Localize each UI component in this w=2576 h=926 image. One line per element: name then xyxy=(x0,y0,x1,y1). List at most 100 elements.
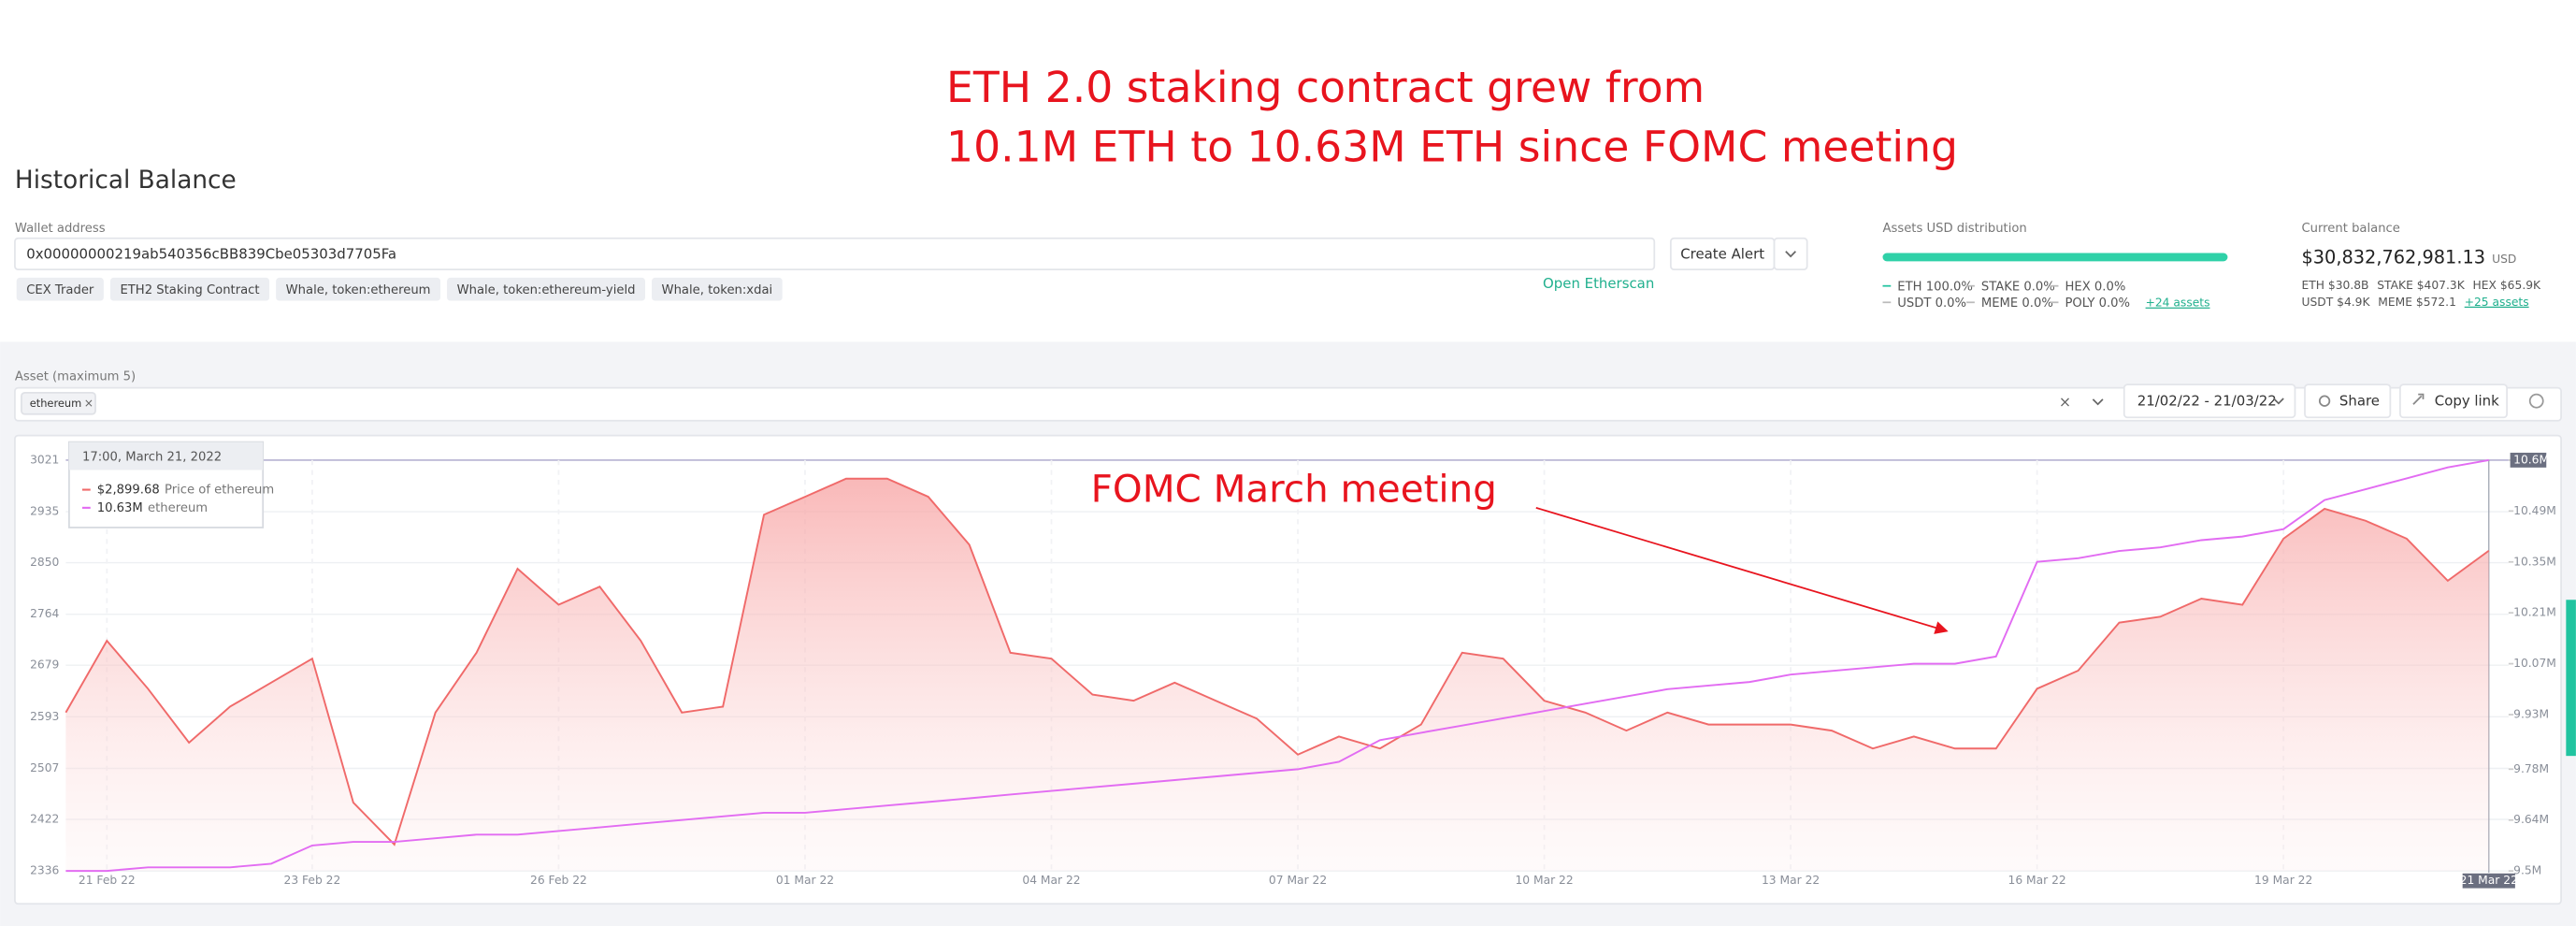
alert-dropdown[interactable] xyxy=(1773,237,1808,271)
share-icon xyxy=(2318,395,2331,407)
tag xyxy=(447,277,645,301)
share-button[interactable] xyxy=(2304,383,2392,419)
tooltip-header xyxy=(68,441,264,470)
balance-currency: USD xyxy=(2492,253,2516,266)
balance-item: USDT $4.9K xyxy=(2301,296,2370,309)
series-line xyxy=(65,477,2490,846)
y2-tick-label: 10.21M xyxy=(2513,606,2556,619)
distribution-item: POLY 0.0% xyxy=(2065,297,2131,311)
y-tick-label: 2764 xyxy=(30,607,59,620)
tooltip-value: 10.63M xyxy=(97,501,143,515)
y2-tick-label: 9.93M xyxy=(2513,708,2549,721)
share-text: Share xyxy=(2339,393,2380,410)
tag xyxy=(109,277,270,301)
tag xyxy=(16,277,104,301)
annotation-line: ETH 2.0 staking contract grew from xyxy=(946,63,1705,112)
balance-label: Current balance xyxy=(2301,222,2399,236)
x-tick-label: 10 Mar 22 xyxy=(1515,874,1573,887)
tag-text: Whale, token:xdai xyxy=(662,283,773,297)
x-badge xyxy=(2462,873,2515,889)
distribution-item: USDT 0.0% xyxy=(1897,297,1966,311)
x-tick-label: 26 Feb 22 xyxy=(530,874,587,887)
page-title: Historical Balance xyxy=(15,166,237,195)
x-tick-label: 19 Mar 22 xyxy=(2254,874,2312,887)
tag-text: Whale, token:ethereum xyxy=(286,283,431,297)
balance-item: HEX $65.9K xyxy=(2473,279,2541,292)
side-tab[interactable] xyxy=(2566,600,2576,757)
x-tick-label: 16 Mar 22 xyxy=(2008,874,2066,887)
distribution-item: HEX 0.0% xyxy=(2065,281,2126,295)
x-tick-label: 21 Mar 22 xyxy=(2460,874,2518,887)
y2-tick-label: 10.49M xyxy=(2513,504,2556,517)
y-tick-label: 2850 xyxy=(30,556,59,569)
x-tick-label: 01 Mar 22 xyxy=(776,874,834,887)
asset-chip[interactable] xyxy=(21,392,96,415)
asset-selector[interactable] xyxy=(14,386,2562,422)
balance-item: MEME $572.1 xyxy=(2378,296,2456,309)
tag-text: Whale, token:ethereum-yield xyxy=(457,283,636,297)
wallet-address: 0x00000000219ab540356cBB839Cbe05303d7705… xyxy=(26,245,396,262)
balance-value: $30,832,762,981.13 xyxy=(2301,246,2485,268)
link-icon xyxy=(2412,393,2425,405)
price-area xyxy=(65,478,2489,872)
balance-items: ETH $30.8B STAKE $407.3K HEX $65.9K USDT $4… xyxy=(2301,279,2541,309)
chip-close[interactable]: × xyxy=(84,397,94,410)
more-assets: +25 assets xyxy=(2465,296,2529,309)
more-assets: +24 assets xyxy=(2146,297,2210,310)
asset-label: Asset (maximum 5) xyxy=(15,369,136,383)
distribution-label: Assets USD distribution xyxy=(1882,222,2026,236)
value-badge xyxy=(2510,453,2547,468)
chart: 2336 2422 2507 2593 2679 2764 2850 2935 3021 9.5M… xyxy=(30,441,2556,889)
tooltip-series: Price of ethereum xyxy=(165,484,274,498)
y-tick-label: 3021 xyxy=(30,453,59,466)
y2-tick-label: 9.64M xyxy=(2513,813,2549,826)
distribution-items: ETH 100.0% STAKE 0.0% HEX 0.0% USDT 0.0% MEM… xyxy=(1882,281,2210,311)
wallet-label: Wallet address xyxy=(15,222,106,236)
y-tick-label: 2679 xyxy=(30,658,59,672)
clear-icon[interactable]: × xyxy=(2059,393,2071,411)
x-tick-label: 07 Mar 22 xyxy=(1269,874,1327,887)
arrow-label: FOMC March meeting xyxy=(1091,466,1497,511)
create-alert-text: Create Alert xyxy=(1680,245,1764,262)
annotation-line: 10.1M ETH to 10.63M ETH since FOMC meeti… xyxy=(946,122,1958,171)
chevron xyxy=(2092,398,2104,406)
tooltip-value: $2,899.68 xyxy=(97,484,160,498)
chevron xyxy=(1785,251,1796,258)
y-tick-label: 2593 xyxy=(30,710,59,723)
x-tick-label: 13 Mar 22 xyxy=(1762,874,1820,887)
arrow xyxy=(1535,507,1949,634)
tag xyxy=(652,277,783,301)
x-tick-label: 04 Mar 22 xyxy=(1022,874,1080,887)
date-range[interactable] xyxy=(2123,383,2296,419)
y-tick-label: 2507 xyxy=(30,761,59,774)
copy-link-button[interactable] xyxy=(2399,383,2508,419)
tags: CEX Trader ETH2 Staking Contract Whale, to… xyxy=(16,277,783,301)
y2-tick-label: 9.5M xyxy=(2513,864,2541,877)
etherscan-link[interactable]: Open Etherscan xyxy=(1543,275,1654,292)
y2-tick-label: 10.6M xyxy=(2513,453,2549,466)
tooltip-title: 17:00, March 21, 2022 xyxy=(82,450,222,464)
balance-item: ETH $30.8B xyxy=(2301,279,2368,292)
tooltip-series: ethereum xyxy=(148,501,208,515)
distribution-item: MEME 0.0% xyxy=(1981,297,2053,311)
settings-icon[interactable] xyxy=(2528,393,2544,409)
tag xyxy=(276,277,441,301)
y2-tick-label: 9.78M xyxy=(2513,762,2549,775)
series-line xyxy=(65,458,2489,873)
tag-text: CEX Trader xyxy=(26,283,94,297)
distribution-item: STAKE 0.0% xyxy=(1981,281,2055,295)
x-tick-label: 21 Feb 22 xyxy=(79,874,136,887)
y-tick-label: 2422 xyxy=(30,813,59,826)
y-tick-label: 2935 xyxy=(30,505,59,518)
balance-item: STAKE $407.3K xyxy=(2377,279,2465,292)
distribution-bar xyxy=(1882,253,2228,262)
chevron xyxy=(2273,398,2284,405)
asset-chip-text: ethereum xyxy=(30,397,82,410)
date-range-text: 21/02/22 - 21/03/22 xyxy=(2137,393,2277,410)
y-tick-label: 2336 xyxy=(30,864,59,877)
tag-text: ETH2 Staking Contract xyxy=(120,283,259,297)
wallet-input[interactable] xyxy=(14,237,1656,271)
x-tick-label: 23 Feb 22 xyxy=(284,874,341,887)
